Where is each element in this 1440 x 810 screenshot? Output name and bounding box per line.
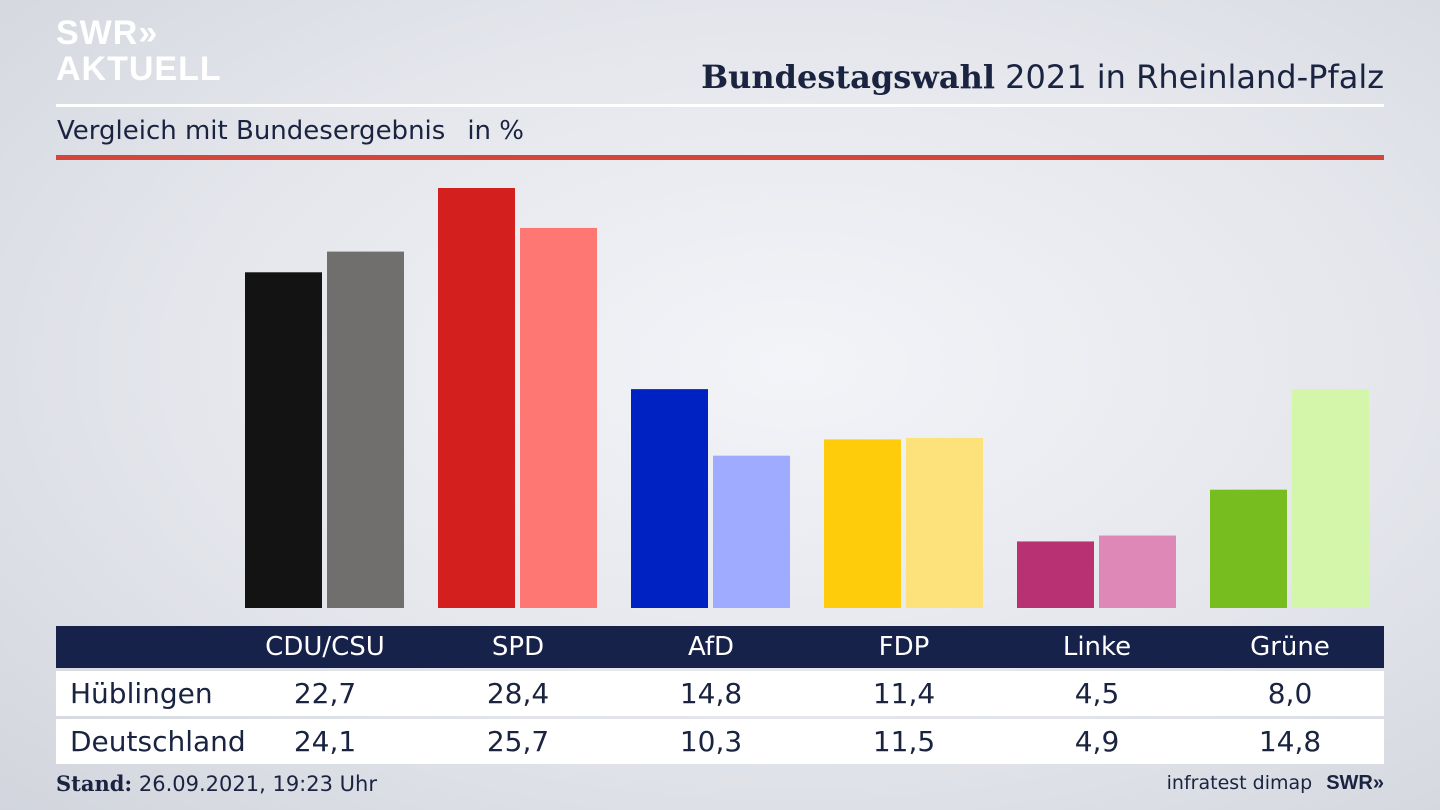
subtitle-text: Vergleich mit Bundesergebnis: [57, 116, 446, 146]
column-header: CDU/CSU: [265, 632, 385, 662]
row-label: Hüblingen: [70, 677, 213, 710]
table-header-row: CDU/CSU SPD AfD FDP Linke Grüne: [56, 626, 1384, 668]
swr-brand-logo: SWR»: [1326, 772, 1384, 794]
table-cell: 28,4: [486, 677, 550, 710]
bar-linke-series-2: [1099, 535, 1176, 608]
timestamp-value: 26.09.2021, 19:23 Uhr: [138, 772, 377, 796]
source-credit: infratest dimap SWR»: [1167, 772, 1384, 795]
bar-linke-series-1: [1017, 541, 1094, 608]
table-cell: 11,4: [872, 677, 936, 710]
column-header: FDP: [878, 632, 930, 662]
page-title-bold: Bundestagswahl: [701, 58, 995, 96]
row-label: Deutschland: [70, 725, 246, 758]
table-cell: 25,7: [486, 725, 550, 758]
source-text: infratest dimap: [1166, 772, 1313, 794]
page-title-rest: 2021 in Rheinland-Pfalz: [1005, 58, 1384, 96]
bar-spd-series-2: [520, 227, 597, 609]
column-header: Grüne: [1250, 632, 1330, 662]
column-header: AfD: [687, 632, 735, 662]
bar-cdu-csu-series-1: [245, 272, 322, 608]
chart-subtitle: Vergleich mit Bundesergebnis in %: [57, 116, 524, 146]
column-header: SPD: [491, 632, 545, 662]
table-cell: 14,8: [679, 677, 743, 710]
table-body: Hüblingen 22,7 28,4 14,8 11,4 4,5 8,0 Deutschla…: [56, 671, 1384, 764]
table-cell: 8,0: [1267, 677, 1313, 710]
table-row: Hüblingen 22,7 28,4 14,8 11,4 4,5 8,0: [56, 671, 1384, 716]
table-cell: 24,1: [293, 725, 357, 758]
table-cell: 22,7: [293, 677, 357, 710]
bar-afd-series-1: [631, 389, 708, 608]
logo-line-1: SWR»: [56, 14, 159, 52]
table-cell: 14,8: [1258, 725, 1322, 758]
bar-spd-series-1: [438, 188, 515, 608]
bar-afd-series-2: [713, 455, 790, 608]
bar-fdp-series-2: [906, 437, 983, 608]
page-title: Bundestagswahl 2021 in Rheinland-Pfalz: [701, 58, 1384, 96]
header-divider: [56, 104, 1384, 107]
timestamp: Stand: 26.09.2021, 19:23 Uhr: [56, 771, 377, 796]
timestamp-label: Stand:: [56, 771, 133, 796]
subtitle-unit: in %: [467, 116, 524, 146]
bar-fdp-series-1: [824, 439, 901, 608]
bar-chart: [245, 188, 1369, 609]
bar-cdu-csu-series-2: [327, 251, 404, 608]
results-table: CDU/CSU SPD AfD FDP Linke Grüne Hüblingen 22,7…: [56, 626, 1384, 764]
table-cell: 10,3: [679, 725, 743, 758]
table-row: Deutschland 24,1 25,7 10,3 11,5 4,9 14,8: [56, 719, 1384, 764]
swr-aktuell-logo: SWR» AKTUELL: [56, 16, 222, 86]
table-cell: 4,9: [1074, 725, 1120, 758]
logo-line-2: AKTUELL: [56, 50, 222, 88]
column-header: Linke: [1062, 632, 1132, 662]
table-cell: 11,5: [872, 725, 936, 758]
bar-gr-ne-series-2: [1292, 389, 1369, 608]
accent-divider: [56, 155, 1384, 160]
bar-gr-ne-series-1: [1210, 489, 1287, 608]
table-cell: 4,5: [1074, 677, 1120, 710]
